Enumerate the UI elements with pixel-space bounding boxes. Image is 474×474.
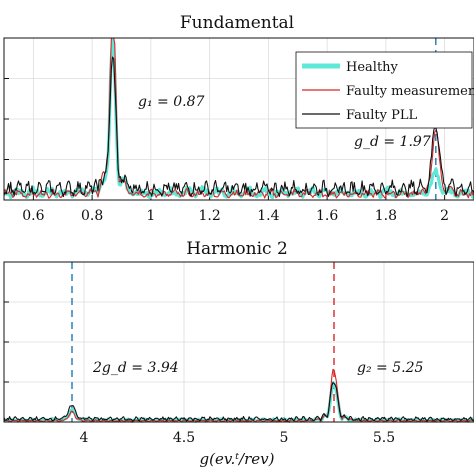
top-xtick-label-1: 0.8 (81, 208, 103, 224)
legend: Healthy Faulty measurement Faulty PLL (295, 51, 474, 129)
top-panel-title: Fundamental (180, 13, 294, 33)
top-xtick-label-7: 2 (440, 208, 449, 224)
bottom-panel-title: Harmonic 2 (186, 239, 288, 259)
top-xtick-label-2: 1 (146, 208, 155, 224)
bottom-xtick-label-3: 5.5 (373, 430, 395, 446)
top-xtick-label-3: 1.2 (198, 208, 220, 224)
top-axes: 0.6 0.8 1 1.2 1.4 1.6 1.8 2 (3, 37, 474, 224)
annotation-gd: g_d = 1.97 (354, 134, 431, 150)
bottom-xtick-label-0: 4 (80, 430, 89, 446)
bottom-xtick-label-2: 5 (280, 430, 289, 446)
top-xtick-label-0: 0.6 (22, 208, 44, 224)
top-axes-frame (3, 37, 474, 201)
annotation-g2: g₂ = 5.25 (357, 360, 423, 376)
top-series-2 (3, 56, 474, 198)
bottom-axes: 4 4.5 5 5.5 (3, 261, 474, 446)
top-xtick-label-4: 1.4 (257, 208, 279, 224)
annotation-2gd: 2g_d = 3.94 (92, 360, 179, 376)
legend-label-healthy: Healthy (346, 60, 399, 75)
legend-label-measurement: Faulty measurement (346, 84, 474, 99)
bottom-series-2 (3, 381, 474, 422)
bottom-axes-frame (3, 261, 474, 423)
top-xtick-label-6: 1.8 (375, 208, 397, 224)
top-series-1 (3, 37, 474, 199)
legend-label-pll: Faulty PLL (346, 108, 417, 123)
annotation-g1: g₁ = 0.87 (138, 94, 204, 110)
bottom-xtick-label-1: 4.5 (173, 430, 195, 446)
x-axis-label: g(ev.ᵗ/rev) (200, 450, 275, 468)
bottom-series-1 (3, 368, 474, 423)
top-xtick-label-5: 1.6 (316, 208, 338, 224)
